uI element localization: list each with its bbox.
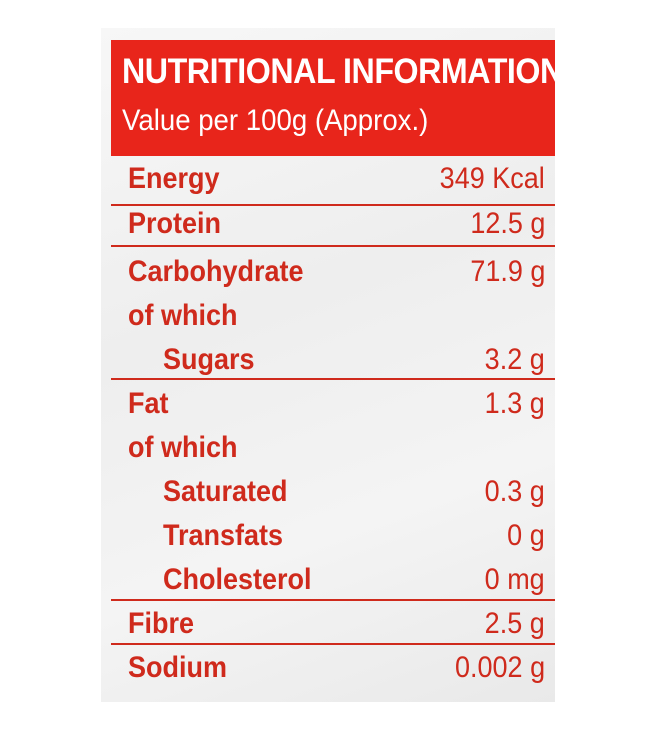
row-label: of which: [128, 299, 238, 332]
row-sugars: Sugars 3.2 g: [111, 337, 555, 381]
row-of-which: of which: [111, 425, 555, 469]
row-value: 1.3 g: [484, 387, 545, 420]
nutrition-title: NUTRITIONAL INFORMATION: [122, 52, 563, 91]
row-value: 0 mg: [484, 563, 545, 596]
row-value: 349 Kcal: [439, 162, 545, 195]
row-cholesterol: Cholesterol 0 mg: [111, 557, 555, 601]
row-label: Protein: [128, 207, 222, 240]
row-divider: [111, 643, 555, 645]
row-label: Cholesterol: [163, 563, 312, 596]
row-value: 3.2 g: [484, 343, 545, 376]
row-value: 2.5 g: [484, 607, 545, 640]
row-transfats: Transfats 0 g: [111, 513, 555, 557]
row-value: 0.002 g: [454, 651, 545, 684]
nutrition-header: NUTRITIONAL INFORMATION Value per 100g (…: [111, 40, 563, 156]
row-value: 12.5 g: [469, 207, 545, 240]
row-carbohydrate: Carbohydrate 71.9 g: [111, 249, 555, 293]
row-label: Energy: [128, 162, 220, 195]
row-label: Sodium: [128, 651, 227, 684]
row-label: Saturated: [163, 475, 288, 508]
nutrition-subtitle: Value per 100g (Approx.): [122, 104, 429, 137]
row-label: of which: [128, 431, 238, 464]
row-divider: [111, 378, 555, 380]
row-fibre: Fibre 2.5 g: [111, 601, 555, 645]
row-value: 0.3 g: [484, 475, 545, 508]
row-energy: Energy 349 Kcal: [111, 156, 555, 200]
row-of-which: of which: [111, 293, 555, 337]
row-label: Carbohydrate: [128, 255, 304, 288]
row-divider: [111, 204, 555, 206]
row-divider: [111, 245, 555, 247]
row-fat: Fat 1.3 g: [111, 381, 555, 425]
row-label: Fat: [128, 387, 169, 420]
row-protein: Protein 12.5 g: [111, 201, 555, 245]
row-label: Fibre: [128, 607, 195, 640]
row-label: Sugars: [163, 343, 255, 376]
row-label: Transfats: [163, 519, 284, 552]
row-saturated: Saturated 0.3 g: [111, 469, 555, 513]
row-divider: [111, 599, 555, 601]
row-value: 71.9 g: [469, 255, 545, 288]
row-sodium: Sodium 0.002 g: [111, 645, 555, 689]
row-value: 0 g: [507, 519, 545, 552]
